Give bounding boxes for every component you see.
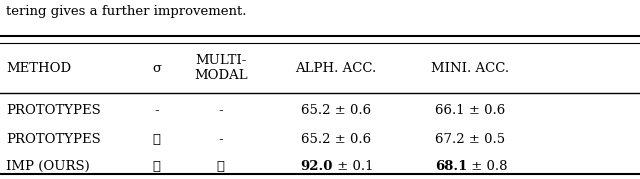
Text: METHOD: METHOD <box>6 62 72 74</box>
Text: ± 0.8: ± 0.8 <box>467 160 508 173</box>
Text: MINI. ACC.: MINI. ACC. <box>431 62 509 74</box>
Text: ALPH. ACC.: ALPH. ACC. <box>296 62 376 74</box>
Text: -: - <box>154 105 159 117</box>
Text: 65.2 ± 0.6: 65.2 ± 0.6 <box>301 133 371 146</box>
Text: -: - <box>218 105 223 117</box>
Text: -: - <box>218 133 223 146</box>
Text: ✓: ✓ <box>217 160 225 173</box>
Text: IMP (OURS): IMP (OURS) <box>6 160 90 173</box>
Text: 67.2 ± 0.5: 67.2 ± 0.5 <box>435 133 506 146</box>
Text: ± 0.1: ± 0.1 <box>333 160 373 173</box>
Text: MULTI-
MODAL: MULTI- MODAL <box>194 54 248 82</box>
Text: ✓: ✓ <box>153 133 161 146</box>
Text: 66.1 ± 0.6: 66.1 ± 0.6 <box>435 105 506 117</box>
Text: 68.1: 68.1 <box>435 160 467 173</box>
Text: 92.0: 92.0 <box>300 160 333 173</box>
Text: tering gives a further improvement.: tering gives a further improvement. <box>6 5 247 18</box>
Text: PROTOTYPES: PROTOTYPES <box>6 105 101 117</box>
Text: ✓: ✓ <box>153 160 161 173</box>
Text: PROTOTYPES: PROTOTYPES <box>6 133 101 146</box>
Text: σ: σ <box>152 62 161 74</box>
Text: 65.2 ± 0.6: 65.2 ± 0.6 <box>301 105 371 117</box>
